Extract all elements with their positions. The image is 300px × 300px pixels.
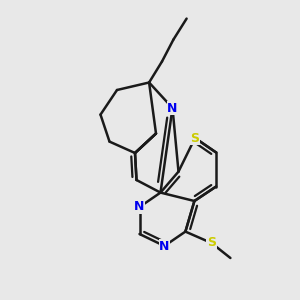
Text: S: S — [207, 236, 216, 250]
Text: S: S — [190, 131, 200, 145]
Text: N: N — [167, 101, 178, 115]
Text: N: N — [134, 200, 145, 214]
Text: N: N — [159, 239, 170, 253]
